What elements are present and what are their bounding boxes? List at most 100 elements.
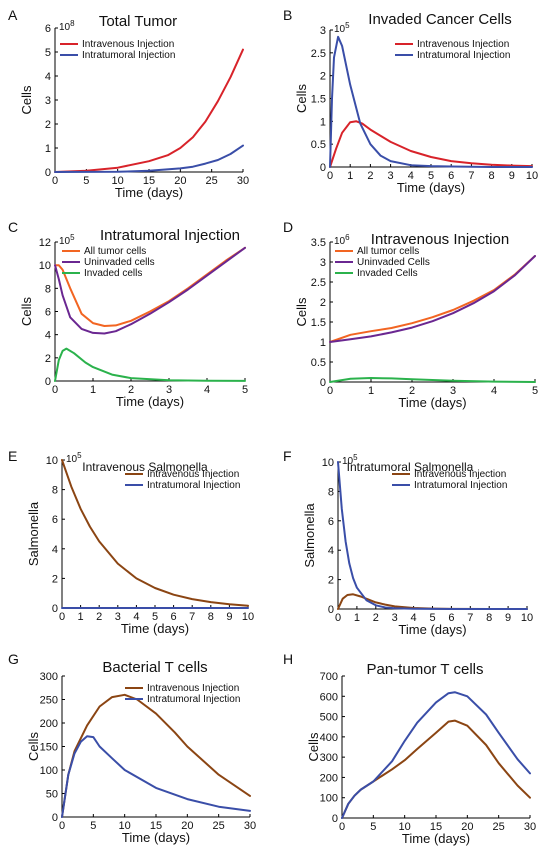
panel-a-series-intratumoral-injection <box>54 144 244 173</box>
panel-g-y-tick-label: 100 <box>40 765 58 777</box>
panel-c-series-uninvaded-cells <box>54 246 246 335</box>
panel-e-x-tick-label: 9 <box>226 611 232 623</box>
panel-b-x-axis-label: Time (days) <box>397 180 465 195</box>
panel-c-y-tick-label: 0 <box>45 376 51 388</box>
panel-h-y-tick-label: 200 <box>320 772 338 784</box>
panel-h-letter: H <box>283 651 293 667</box>
panel-b-x-tick-label: 8 <box>489 170 495 182</box>
panel-c-x-tick-label: 1 <box>90 384 96 396</box>
panel-f-x-axis-label: Time (days) <box>398 622 466 637</box>
panel-h-x-tick-label: 10 <box>399 821 411 833</box>
panel-h-x-tick-label: 5 <box>370 821 376 833</box>
panel-b-x-tick-label: 7 <box>468 170 474 182</box>
panel-b-x-tick-label: 4 <box>408 170 414 182</box>
panel-h-title: Pan-tumor T cells <box>367 661 484 678</box>
panel-e-x-tick-label: 2 <box>96 611 102 623</box>
panel-b-legend-label: Intravenous Injection <box>417 39 509 50</box>
panel-f-x-tick-label: 0 <box>335 612 341 624</box>
panel-a-x-tick-label: 15 <box>143 175 155 187</box>
panel-h-y-tick-label: 600 <box>320 691 338 703</box>
panel-h-x-tick-label: 30 <box>524 821 536 833</box>
panel-f-letter: F <box>283 448 292 464</box>
panel-e-x-axis-label: Time (days) <box>121 621 189 636</box>
panel-g-y-tick-label: 200 <box>40 718 58 730</box>
panel-h-y-tick-label: 500 <box>320 712 338 724</box>
panel-f-y-axis-label: Salmonella <box>302 503 317 568</box>
panel-e-y-tick-label: 6 <box>52 514 58 526</box>
panel-e-scale-multiplier: 105 <box>66 451 82 465</box>
panel-f-x-tick-label: 3 <box>392 612 398 624</box>
panel-e-x-tick-label: 4 <box>133 611 139 623</box>
panel-a-y-tick-label: 4 <box>45 71 51 83</box>
panel-f-y-tick-label: 0 <box>328 604 334 616</box>
panel-g-x-tick-label: 20 <box>181 820 193 832</box>
panel-g-y-axis-label: Cells <box>26 732 41 761</box>
panel-c-legend-label: Invaded cells <box>84 268 142 279</box>
panel-d-legend-label: Invaded Cells <box>357 268 418 279</box>
panel-g-y-tick-label: 50 <box>46 789 58 801</box>
panel-g-title: Bacterial T cells <box>102 659 207 676</box>
panel-c-x-tick-label: 4 <box>204 384 210 396</box>
panel-e-x-tick-label: 10 <box>242 611 254 623</box>
panel-a-y-tick-label: 2 <box>45 119 51 131</box>
panel-g-x-tick-label: 10 <box>119 820 131 832</box>
panel-g-x-tick-label: 30 <box>244 820 256 832</box>
panel-d-scale-multiplier: 106 <box>334 233 350 247</box>
panel-c-x-tick-label: 3 <box>166 384 172 396</box>
panel-d-x-tick-label: 1 <box>368 385 374 397</box>
panel-b-y-tick-label: 1.5 <box>311 94 326 106</box>
panel-h-x-tick-label: 0 <box>339 821 345 833</box>
panel-e-x-tick-label: 0 <box>59 611 65 623</box>
panel-b-x-tick-label: 10 <box>526 170 538 182</box>
panel-d-y-tick-label: 2 <box>320 297 326 309</box>
panel-c-title: Intratumoral Injection <box>100 227 240 244</box>
panel-c-y-tick-label: 4 <box>45 330 51 342</box>
panel-b-legend-label: Intratumoral Injection <box>417 50 510 61</box>
panel-e-y-tick-label: 2 <box>52 573 58 585</box>
panel-b-x-tick-label: 5 <box>428 170 434 182</box>
panel-d-series-uninvaded-cells <box>329 255 536 343</box>
panel-b-y-tick-label: 0.5 <box>311 139 326 151</box>
panel-a-x-tick-label: 5 <box>83 175 89 187</box>
panel-b-x-tick-label: 6 <box>448 170 454 182</box>
panel-d-y-tick-label: 0 <box>320 377 326 389</box>
panel-b-x-tick-label: 0 <box>327 170 333 182</box>
panel-a-x-tick-label: 20 <box>174 175 186 187</box>
panel-d-legend-label: All tumor cells <box>357 246 419 257</box>
panel-f-x-tick-label: 4 <box>411 612 417 624</box>
panel-c-y-tick-label: 2 <box>45 353 51 365</box>
panel-f-x-tick-label: 8 <box>486 612 492 624</box>
panel-e-x-tick-label: 5 <box>152 611 158 623</box>
panel-f-title: Intratumoral Salmonella <box>347 460 474 474</box>
panel-c-scale-multiplier: 105 <box>59 233 75 247</box>
panel-a-legend-label: Intratumoral Injection <box>82 50 175 61</box>
panel-e-y-axis-label: Salmonella <box>26 501 41 566</box>
panel-b-y-tick-label: 0 <box>320 162 326 174</box>
panel-b-x-tick-label: 3 <box>388 170 394 182</box>
panel-f-y-tick-label: 4 <box>328 545 334 557</box>
panel-e-title: Intravenous Salmonella <box>82 460 208 474</box>
panel-b-x-tick-label: 9 <box>509 170 515 182</box>
panel-e-x-tick-label: 6 <box>171 611 177 623</box>
panel-a-y-tick-label: 3 <box>45 95 51 107</box>
panel-c-x-tick-label: 2 <box>128 384 134 396</box>
panel-h-y-tick-label: 100 <box>320 793 338 805</box>
panel-a-y-tick-label: 0 <box>45 167 51 179</box>
panel-b-y-tick-label: 2.5 <box>311 48 326 60</box>
panel-h-y-tick-label: 0 <box>332 813 338 825</box>
panel-b-series-intratumoral-injection <box>329 35 533 168</box>
panel-c-letter: C <box>8 219 18 235</box>
panel-f-x-tick-label: 6 <box>448 612 454 624</box>
panel-h-x-axis-label: Time (days) <box>402 831 470 846</box>
panel-a-x-tick-label: 10 <box>112 175 124 187</box>
panel-d-y-tick-label: 1.5 <box>311 317 326 329</box>
panel-f-legend-label: Intravenous Injection <box>414 469 506 480</box>
panel-a-title: Total Tumor <box>99 13 177 30</box>
panel-a-x-axis-label: Time (days) <box>115 185 183 200</box>
panel-a-x-tick-label: 25 <box>206 175 218 187</box>
panel-d-x-tick-label: 0 <box>327 385 333 397</box>
panel-h-y-axis-label: Cells <box>306 732 321 761</box>
panel-f-x-tick-label: 5 <box>429 612 435 624</box>
panel-f-y-tick-label: 6 <box>328 516 334 528</box>
